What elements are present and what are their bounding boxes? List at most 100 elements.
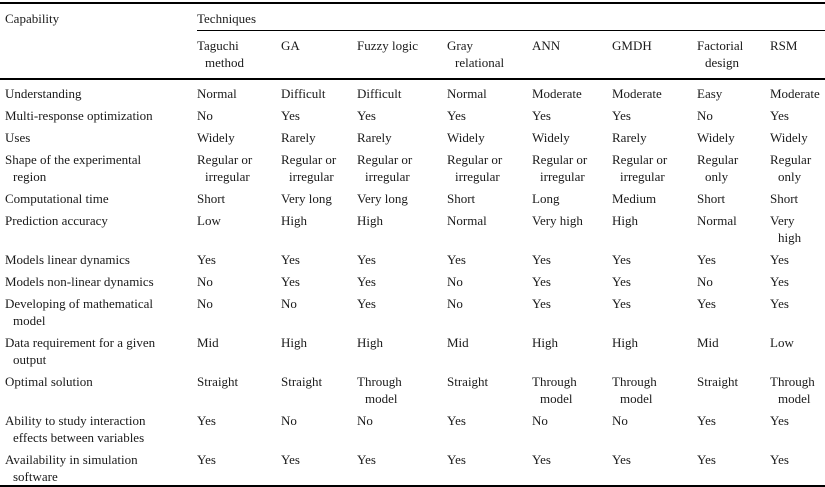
value-cell: Yes [357, 296, 376, 311]
value-cell: Straight [697, 374, 739, 389]
column-header-taguchi-method: Taguchi method [197, 30, 281, 80]
table-row: Computational time Short Very long Very lon… [0, 185, 825, 207]
table-row: Multi-response optimization No Yes Yes Yes Ye… [0, 102, 825, 124]
value-cell: Difficult [357, 86, 402, 101]
value-cell: Yes [532, 108, 551, 123]
value-cell: Yes [197, 452, 216, 467]
value-cell: Through model [357, 374, 402, 406]
value-cell: Yes [697, 413, 716, 428]
capability-cell-ability-to-study-interaction-effects-between-variables: Ability to study interaction effects bet… [5, 413, 146, 445]
table-row: Shape of the experimental region Regular … [0, 146, 825, 185]
value-cell: Yes [612, 296, 631, 311]
value-cell: Regular or irregular [612, 152, 668, 184]
capability-cell-shape-of-the-experimental-region: Shape of the experimental region [5, 152, 142, 184]
value-cell: High [281, 335, 307, 350]
value-cell: No [197, 296, 213, 311]
value-cell: Mid [697, 335, 719, 350]
value-cell: Normal [447, 86, 487, 101]
value-cell: Yes [612, 452, 631, 467]
value-cell: Yes [281, 274, 300, 289]
column-header-gmdh: GMDH [612, 30, 697, 80]
value-cell: Yes [770, 274, 789, 289]
value-cell: Moderate [770, 86, 820, 101]
table-row: Models non-linear dynamics No Yes Yes No Yes Y… [0, 268, 825, 290]
table-body: Understanding Normal Difficult Difficult Nor… [0, 79, 825, 486]
table-row: Data requirement for a given output Mid Hi… [0, 329, 825, 368]
value-cell: Yes [197, 252, 216, 267]
value-cell: No [357, 413, 373, 428]
column-header-ann: ANN [532, 30, 612, 80]
value-cell: Regular or irregular [197, 152, 253, 184]
capability-cell-uses: Uses [5, 130, 31, 145]
capability-cell-understanding: Understanding [5, 86, 82, 101]
capability-cell-prediction-accuracy: Prediction accuracy [5, 213, 108, 228]
value-cell: Easy [697, 86, 723, 101]
capability-cell-data-requirement-for-a-given-output: Data requirement for a given output [5, 335, 156, 367]
value-cell: Yes [447, 252, 466, 267]
table-row: Understanding Normal Difficult Difficult Nor… [0, 79, 825, 102]
table-row: Uses Widely Rarely Rarely Widely Widely Rarely… [0, 124, 825, 146]
capability-cell-models-linear-dynamics: Models linear dynamics [5, 252, 130, 267]
value-cell: Yes [357, 274, 376, 289]
value-cell: Yes [770, 452, 789, 467]
value-cell: No [612, 413, 628, 428]
value-cell: High [281, 213, 307, 228]
value-cell: Straight [447, 374, 489, 389]
column-header-factorial-design: Factorial design [697, 30, 770, 80]
value-cell: Yes [281, 108, 300, 123]
value-cell: Widely [770, 130, 808, 145]
table-row: Optimal solution Straight Straight Through … [0, 368, 825, 407]
value-cell: No [447, 296, 463, 311]
value-cell: Yes [447, 413, 466, 428]
value-cell: Straight [281, 374, 323, 389]
column-header-ga: GA [281, 30, 357, 80]
value-cell: Yes [357, 452, 376, 467]
value-cell: High [532, 335, 558, 350]
value-cell: Medium [612, 191, 657, 206]
value-cell: Yes [770, 413, 789, 428]
capability-cell-multi-response-optimization: Multi-response optimization [5, 108, 153, 123]
value-cell: Moderate [532, 86, 582, 101]
value-cell: Yes [770, 296, 789, 311]
value-cell: Regular or irregular [357, 152, 413, 184]
value-cell: Yes [612, 274, 631, 289]
value-cell: Short [197, 191, 226, 206]
value-cell: Yes [197, 413, 216, 428]
table-row: Availability in simulation software Yes Ye… [0, 446, 825, 486]
value-cell: Straight [197, 374, 239, 389]
value-cell: Regular or irregular [281, 152, 337, 184]
technique-columns-row: Taguchi method GA Fuzzy logic Gray relation… [0, 30, 825, 80]
value-cell: Normal [447, 213, 487, 228]
value-cell: Widely [447, 130, 485, 145]
capability-cell-developing-of-mathematical-model: Developing of mathematical model [5, 296, 154, 328]
column-header-fuzzy-logic: Fuzzy logic [357, 30, 447, 80]
value-cell: Yes [697, 252, 716, 267]
value-cell: Yes [532, 296, 551, 311]
value-cell: Rarely [281, 130, 316, 145]
value-cell: Widely [697, 130, 735, 145]
value-cell: Rarely [357, 130, 392, 145]
value-cell: Regular only [697, 152, 739, 184]
value-cell: Short [770, 191, 799, 206]
value-cell: Regular or irregular [532, 152, 588, 184]
value-cell: No [447, 274, 463, 289]
value-cell: Yes [697, 296, 716, 311]
value-cell: Yes [281, 252, 300, 267]
table-row: Ability to study interaction effects bet… [0, 407, 825, 446]
value-cell: Mid [197, 335, 219, 350]
value-cell: Yes [770, 108, 789, 123]
value-cell: Normal [697, 213, 737, 228]
column-header-gray-relational: Gray relational [447, 30, 532, 80]
capability-cell-optimal-solution: Optimal solution [5, 374, 93, 389]
value-cell: Regular or irregular [447, 152, 503, 184]
capability-cell-computational-time: Computational time [5, 191, 109, 206]
column-header-rsm: RSM [770, 30, 825, 80]
value-cell: Mid [447, 335, 469, 350]
value-cell: Yes [447, 452, 466, 467]
value-cell: High [357, 213, 383, 228]
value-cell: Yes [532, 452, 551, 467]
value-cell: Through model [532, 374, 577, 406]
value-cell: Moderate [612, 86, 662, 101]
